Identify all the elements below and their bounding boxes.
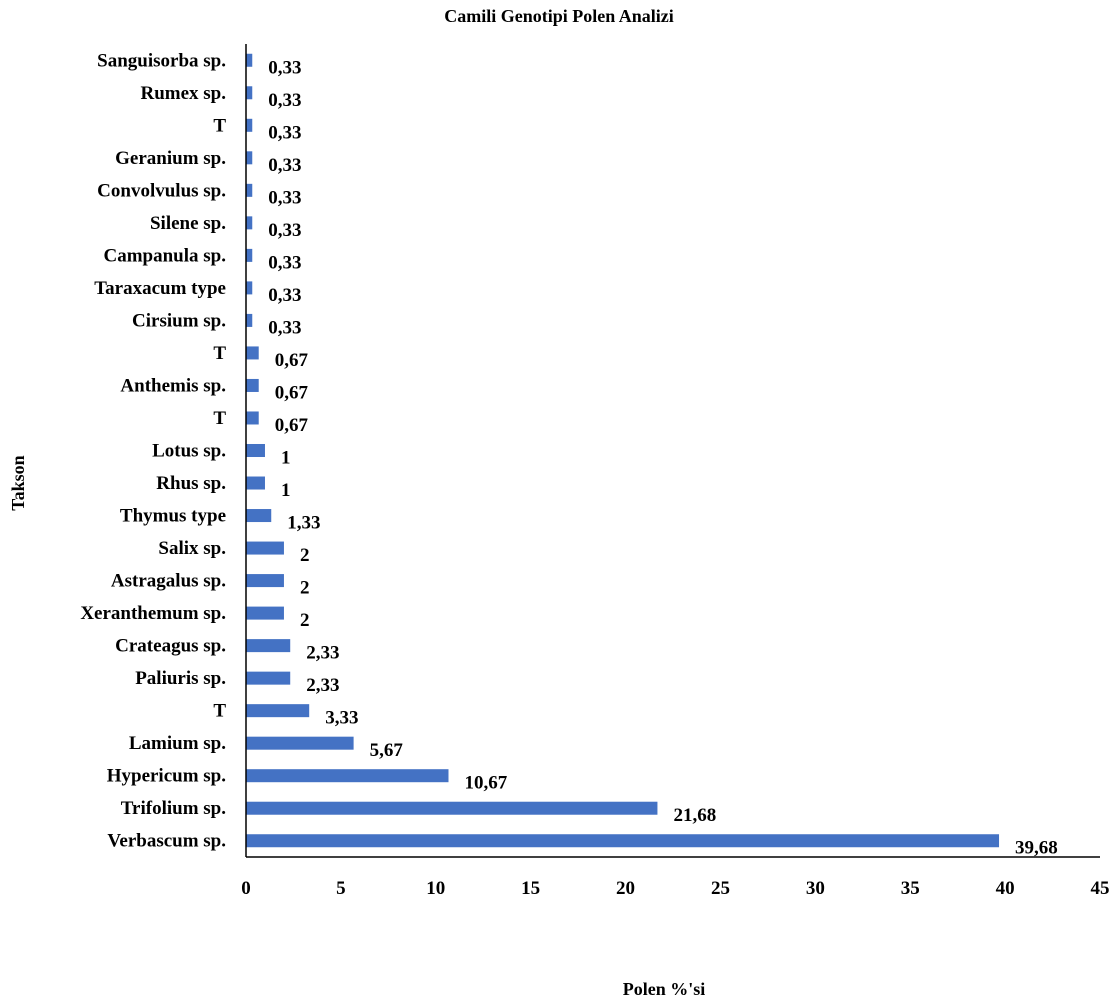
labels-layer: Sanguisorba sp. 0,33 Rumex sp. 0,33 T 0,33 Ger… <box>80 50 1057 858</box>
x-tick-label: 35 <box>901 878 920 899</box>
bar <box>246 378 259 392</box>
category-label: Crateagus sp. <box>115 636 226 657</box>
x-tick-label: 45 <box>1091 878 1110 899</box>
bar <box>246 541 284 555</box>
data-label: 0,33 <box>268 285 301 306</box>
category-label: Lamium sp. <box>129 733 226 754</box>
data-label: 1,33 <box>287 513 320 534</box>
category-label: Salix sp. <box>158 538 226 559</box>
bar <box>246 313 253 327</box>
x-tick-label: 5 <box>336 878 346 899</box>
category-label: T <box>213 343 226 364</box>
bar <box>246 736 354 750</box>
ticks-layer: 0 5 10 15 20 25 30 35 40 45 <box>241 878 1109 899</box>
data-label: 0,33 <box>268 317 301 338</box>
bar <box>246 248 253 262</box>
x-tick-label: 20 <box>616 878 635 899</box>
bar <box>246 411 259 425</box>
category-label: Anthemis sp. <box>120 375 226 396</box>
data-label: 2,33 <box>306 675 339 696</box>
chart-title: Camili Genotipi Polen Analizi <box>444 6 674 26</box>
category-label: Campanula sp. <box>104 245 227 266</box>
category-label: Rhus sp. <box>156 473 226 494</box>
bar <box>246 574 284 588</box>
category-label: Convolvulus sp. <box>97 180 226 201</box>
data-label: 39,68 <box>1015 838 1058 859</box>
data-label: 5,67 <box>370 740 404 761</box>
data-label: 0,67 <box>275 415 309 436</box>
category-label: Cirsium sp. <box>132 310 226 331</box>
bars-layer <box>246 53 1000 848</box>
data-label: 0,33 <box>268 220 301 241</box>
data-label: 1 <box>281 448 291 469</box>
bar <box>246 704 310 718</box>
x-tick-label: 30 <box>806 878 825 899</box>
x-tick-label: 0 <box>241 878 251 899</box>
bar <box>246 509 272 523</box>
data-label: 0,67 <box>275 350 309 371</box>
category-label: Rumex sp. <box>140 83 226 104</box>
category-label: Verbascum sp. <box>107 831 226 852</box>
x-tick-label: 15 <box>521 878 540 899</box>
x-tick-label: 25 <box>711 878 730 899</box>
category-label: Taraxacum type <box>94 278 226 299</box>
bar <box>246 183 253 197</box>
x-tick-label: 40 <box>996 878 1015 899</box>
bar <box>246 118 253 132</box>
bar <box>246 151 253 165</box>
category-label: Lotus sp. <box>152 441 226 462</box>
x-tick-label: 10 <box>426 878 445 899</box>
bar <box>246 216 253 230</box>
data-label: 0,33 <box>268 57 301 78</box>
data-label: 2,33 <box>306 643 339 664</box>
data-label: 0,33 <box>268 90 301 111</box>
category-label: Geranium sp. <box>115 148 226 169</box>
data-label: 0,33 <box>268 252 301 273</box>
category-label: Silene sp. <box>150 213 226 234</box>
x-axis-title: Polen %'si <box>623 979 706 999</box>
data-label: 2 <box>300 610 310 631</box>
category-label: T <box>213 115 226 136</box>
bar <box>246 769 449 783</box>
bar <box>246 801 658 815</box>
data-label: 2 <box>300 545 310 566</box>
data-label: 21,68 <box>673 805 716 826</box>
bar <box>246 606 284 620</box>
bar <box>246 834 1000 848</box>
category-label: Hypericum sp. <box>107 766 226 787</box>
bar <box>246 53 253 67</box>
data-label: 3,33 <box>325 708 358 729</box>
data-label: 0,67 <box>275 382 309 403</box>
data-label: 0,33 <box>268 122 301 143</box>
category-label: Paliuris sp. <box>135 668 226 689</box>
category-label: T <box>213 408 226 429</box>
category-label: Thymus type <box>120 506 226 527</box>
category-label: Astragalus sp. <box>111 571 226 592</box>
data-label: 0,33 <box>268 155 301 176</box>
data-label: 10,67 <box>464 773 507 794</box>
bar <box>246 671 291 685</box>
category-label: Xeranthemum sp. <box>80 603 226 624</box>
bar <box>246 443 265 458</box>
bar <box>246 639 291 653</box>
category-label: T <box>213 701 226 722</box>
data-label: 1 <box>281 480 291 501</box>
bar <box>246 281 253 295</box>
bar <box>246 476 265 490</box>
y-axis-title: Takson <box>8 455 28 510</box>
data-label: 2 <box>300 578 310 599</box>
data-label: 0,33 <box>268 187 301 208</box>
bar <box>246 346 259 360</box>
bar <box>246 86 253 100</box>
category-label: Trifolium sp. <box>121 798 226 819</box>
category-label: Sanguisorba sp. <box>97 50 226 71</box>
